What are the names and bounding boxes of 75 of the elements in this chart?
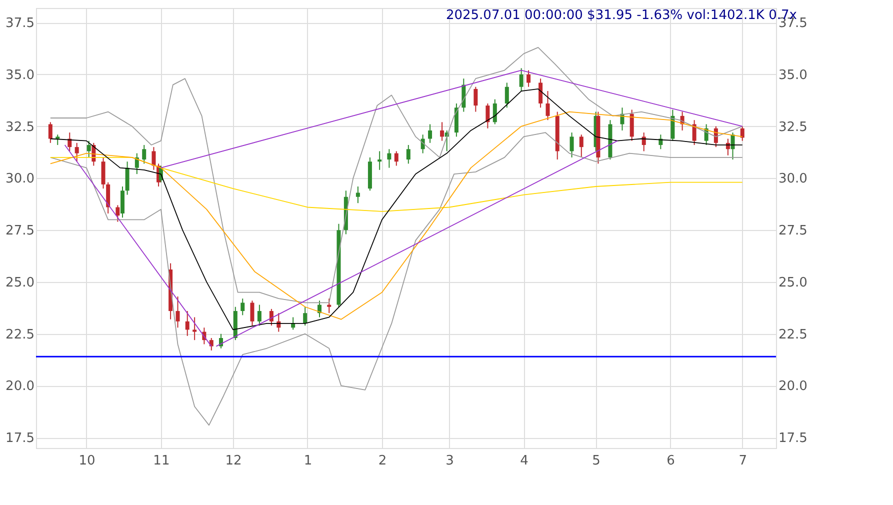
line-series [50, 156, 743, 212]
candlestick [387, 148, 392, 168]
x-tick-label: 6 [666, 454, 675, 468]
y-tick-label: 20.0 [6, 379, 34, 394]
y-tick-label: 22.5 [6, 327, 34, 342]
y2-tick-label: 35.0 [778, 68, 808, 83]
candlestick [486, 102, 490, 129]
candlestick [428, 124, 432, 144]
candlestick [269, 308, 274, 326]
x-tick-label: 5 [592, 454, 600, 468]
candlestick [630, 109, 634, 142]
x-tick-label: 12 [225, 454, 242, 468]
candlestick [740, 126, 744, 142]
candlestick [526, 70, 531, 88]
line-series [50, 46, 743, 304]
candlestick [101, 156, 106, 190]
candlestick [74, 142, 79, 162]
candlestick [209, 338, 214, 351]
x-tick-label: 11 [153, 454, 170, 468]
candlestick [142, 144, 146, 164]
x-tick-label: 10 [78, 454, 96, 468]
candlestick [152, 146, 156, 170]
y2-tick-label: 17.5 [778, 431, 808, 446]
candlestick [56, 134, 60, 146]
y2-tick-label: 20.0 [778, 379, 808, 394]
x-tick-label: 1 [304, 454, 312, 468]
candlestick [570, 132, 574, 158]
y-tick-label: 27.5 [6, 224, 34, 239]
x-tick-label: 2 [378, 454, 387, 468]
y-tick-label: 17.5 [6, 431, 34, 446]
y-tick-label: 32.5 [6, 120, 34, 135]
candlestick [86, 140, 91, 158]
candlestick [250, 300, 254, 326]
candlestick [106, 182, 110, 214]
candlestick [356, 186, 360, 204]
candlestick [240, 298, 245, 316]
candlestick [219, 333, 223, 349]
candlestick [504, 82, 509, 108]
candlestick [546, 90, 550, 121]
candlestick [125, 161, 130, 196]
y-tick-label: 25.0 [6, 275, 34, 290]
y2-tick-label: 32.5 [778, 120, 808, 135]
candlestick [519, 68, 524, 92]
candlestick [474, 86, 478, 112]
candlestick [670, 109, 675, 142]
candlestick [303, 306, 308, 326]
y2-tick-label: 30.0 [778, 172, 808, 187]
candlestick [185, 310, 190, 336]
candlestick [48, 122, 52, 144]
x-tick-label: 4 [520, 454, 528, 468]
candlestick [406, 144, 410, 164]
y2-tick-label: 22.5 [778, 327, 808, 342]
candlestick [394, 150, 398, 166]
y-tick-label: 37.5 [6, 16, 34, 32]
y-tick-label: 30.0 [6, 172, 34, 187]
line-series [50, 132, 743, 426]
candlestick [692, 120, 696, 146]
candlestick [116, 204, 120, 222]
candlestick [134, 152, 139, 175]
candlestick [257, 304, 262, 326]
candlestick [492, 98, 497, 125]
y-tick-label: 35.0 [6, 68, 34, 83]
candlestick [579, 134, 584, 158]
candlestick [176, 296, 180, 328]
candlestick [538, 78, 543, 108]
candlestick [120, 186, 124, 218]
candlestick [192, 316, 197, 341]
candlestick [378, 150, 382, 170]
candlestick [440, 122, 444, 142]
x-tick-label: 7 [738, 454, 748, 468]
candlestick [642, 132, 646, 152]
x-tick-label: 3 [446, 454, 454, 468]
y2-tick-label: 27.5 [778, 224, 808, 239]
candlestick [327, 298, 332, 314]
y2-tick-label: 25.0 [778, 275, 808, 290]
